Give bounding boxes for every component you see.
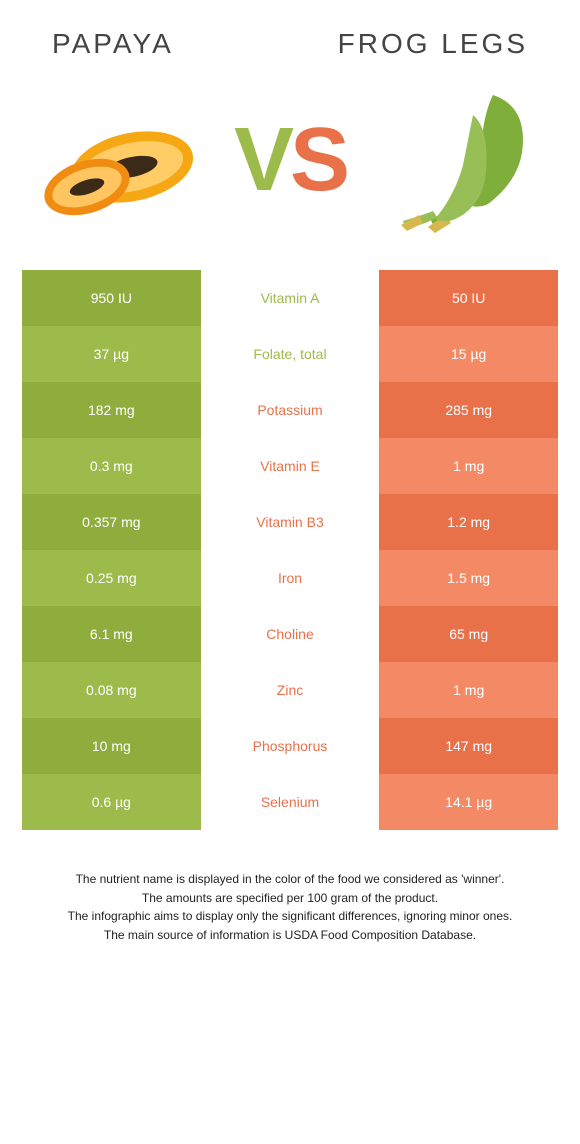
cell-nutrient-label: Folate, total: [201, 326, 380, 382]
cell-right-value: 1.2 mg: [379, 494, 558, 550]
table-row: 950 IUVitamin A50 IU: [22, 270, 558, 326]
illustration-row: VS: [22, 80, 558, 240]
cell-right-value: 50 IU: [379, 270, 558, 326]
cell-nutrient-label: Selenium: [201, 774, 380, 830]
cell-right-value: 1 mg: [379, 438, 558, 494]
cell-left-value: 0.25 mg: [22, 550, 201, 606]
vs-letter-s: S: [290, 110, 346, 210]
frog-legs-illustration: [368, 85, 548, 235]
cell-right-value: 65 mg: [379, 606, 558, 662]
cell-left-value: 37 µg: [22, 326, 201, 382]
comparison-table: 950 IUVitamin A50 IU37 µgFolate, total15…: [22, 270, 558, 830]
footer-line: The main source of information is USDA F…: [40, 926, 540, 945]
cell-nutrient-label: Iron: [201, 550, 380, 606]
cell-left-value: 10 mg: [22, 718, 201, 774]
cell-right-value: 1.5 mg: [379, 550, 558, 606]
cell-left-value: 6.1 mg: [22, 606, 201, 662]
title-left: PAPAYA: [52, 28, 174, 60]
cell-nutrient-label: Vitamin A: [201, 270, 380, 326]
table-row: 0.357 mgVitamin B31.2 mg: [22, 494, 558, 550]
comparison-titles: PAPAYA FROG LEGS: [22, 28, 558, 60]
papaya-illustration: [32, 85, 212, 235]
cell-right-value: 15 µg: [379, 326, 558, 382]
cell-nutrient-label: Vitamin E: [201, 438, 380, 494]
cell-nutrient-label: Vitamin B3: [201, 494, 380, 550]
vs-letter-v: V: [234, 110, 290, 210]
table-row: 10 mgPhosphorus147 mg: [22, 718, 558, 774]
cell-nutrient-label: Potassium: [201, 382, 380, 438]
table-row: 0.6 µgSelenium14.1 µg: [22, 774, 558, 830]
cell-left-value: 182 mg: [22, 382, 201, 438]
cell-left-value: 0.3 mg: [22, 438, 201, 494]
cell-nutrient-label: Phosphorus: [201, 718, 380, 774]
table-row: 0.25 mgIron1.5 mg: [22, 550, 558, 606]
cell-nutrient-label: Zinc: [201, 662, 380, 718]
table-row: 0.08 mgZinc1 mg: [22, 662, 558, 718]
vs-label: VS: [234, 109, 346, 212]
cell-right-value: 1 mg: [379, 662, 558, 718]
table-row: 182 mgPotassium285 mg: [22, 382, 558, 438]
cell-left-value: 0.6 µg: [22, 774, 201, 830]
cell-right-value: 147 mg: [379, 718, 558, 774]
table-row: 6.1 mgCholine65 mg: [22, 606, 558, 662]
cell-left-value: 0.08 mg: [22, 662, 201, 718]
title-right: FROG LEGS: [338, 28, 528, 60]
cell-left-value: 0.357 mg: [22, 494, 201, 550]
footer-line: The amounts are specified per 100 gram o…: [40, 889, 540, 908]
cell-nutrient-label: Choline: [201, 606, 380, 662]
cell-left-value: 950 IU: [22, 270, 201, 326]
table-row: 0.3 mgVitamin E1 mg: [22, 438, 558, 494]
footer-line: The nutrient name is displayed in the co…: [40, 870, 540, 889]
cell-right-value: 285 mg: [379, 382, 558, 438]
cell-right-value: 14.1 µg: [379, 774, 558, 830]
footer-line: The infographic aims to display only the…: [40, 907, 540, 926]
footer-notes: The nutrient name is displayed in the co…: [22, 870, 558, 944]
table-row: 37 µgFolate, total15 µg: [22, 326, 558, 382]
